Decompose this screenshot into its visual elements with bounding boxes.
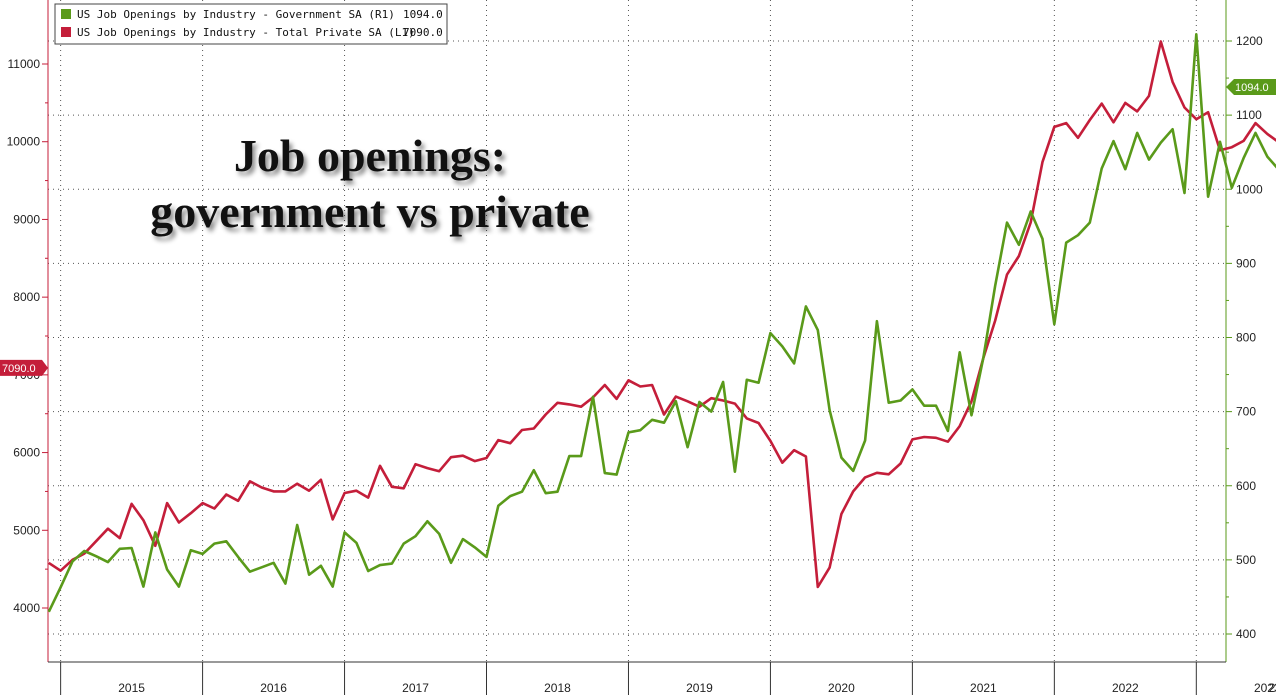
x-tick-label: 2019 — [686, 681, 713, 695]
tag-private-value: 7090.0 — [2, 363, 36, 375]
series-line-private — [48, 40, 1276, 589]
left-tick-label: 11000 — [8, 57, 41, 71]
left-tick-label: 5000 — [13, 523, 40, 537]
legend-value-private: 7090.0 — [403, 26, 443, 39]
left-axis: 4000500060007000800090001000011000 — [7, 0, 49, 662]
chart-subtitle: government vs private — [150, 186, 590, 237]
tag-private — [0, 359, 48, 376]
grid — [48, 0, 1226, 662]
right-tick-label: 500 — [1236, 553, 1256, 567]
left-tick-label: 6000 — [13, 446, 40, 460]
left-tick-label: 9000 — [13, 212, 40, 226]
right-tick-label: 800 — [1236, 331, 1256, 345]
x-axis: 2015 2016 2017 2018 2019 2020 2021 2022 20232024 — [48, 661, 1276, 695]
x-tick-label: 2024 — [1269, 681, 1276, 695]
right-axis: 400 500 600 700 800 900 1000 1100 1200 — [1225, 0, 1263, 662]
series-layer — [47, 32, 1276, 613]
legend-label-private: US Job Openings by Industry - Total Priv… — [77, 26, 415, 39]
series-line-government — [47, 32, 1276, 613]
legend-swatch-government — [61, 9, 71, 19]
x-tick-label: 2016 — [260, 681, 287, 695]
right-tick-label: 1100 — [1236, 108, 1262, 122]
x-tick-label: 2017 — [402, 681, 429, 695]
x-tick-label: 2023 — [1254, 681, 1276, 695]
legend-box — [54, 3, 448, 45]
legend-value-government: 1094.0 — [403, 8, 443, 21]
right-tick-label: 400 — [1236, 627, 1256, 641]
x-tick-label: 2021 — [970, 681, 997, 695]
x-tick-label: 2018 — [544, 681, 571, 695]
right-tick-label: 1200 — [1236, 34, 1263, 48]
right-tick-label: 700 — [1236, 405, 1256, 419]
left-tick-label: 4000 — [13, 601, 40, 615]
legend-swatch-private — [61, 27, 71, 37]
chart-headline: Job openings: government vs private — [120, 128, 620, 240]
left-tick-label: 8000 — [13, 290, 40, 304]
chart-title: Job openings: — [233, 130, 507, 181]
x-tick-label: 2015 — [118, 681, 145, 695]
left-tick-label: 10000 — [7, 135, 41, 149]
tag-government-value: 1094.0 — [1235, 82, 1269, 94]
right-tick-label: 1000 — [1236, 182, 1263, 196]
last-value-tags: 1094.0 7090.0 — [0, 78, 1276, 376]
x-tick-label: 2020 — [828, 681, 855, 695]
legend-label-government: US Job Openings by Industry - Government… — [77, 8, 395, 21]
right-tick-label: 900 — [1236, 256, 1256, 270]
x-tick-label: 2022 — [1112, 681, 1139, 695]
legend: US Job Openings by Industry - Government… — [54, 3, 448, 45]
tag-government — [1226, 78, 1276, 95]
right-tick-label: 600 — [1236, 479, 1256, 493]
